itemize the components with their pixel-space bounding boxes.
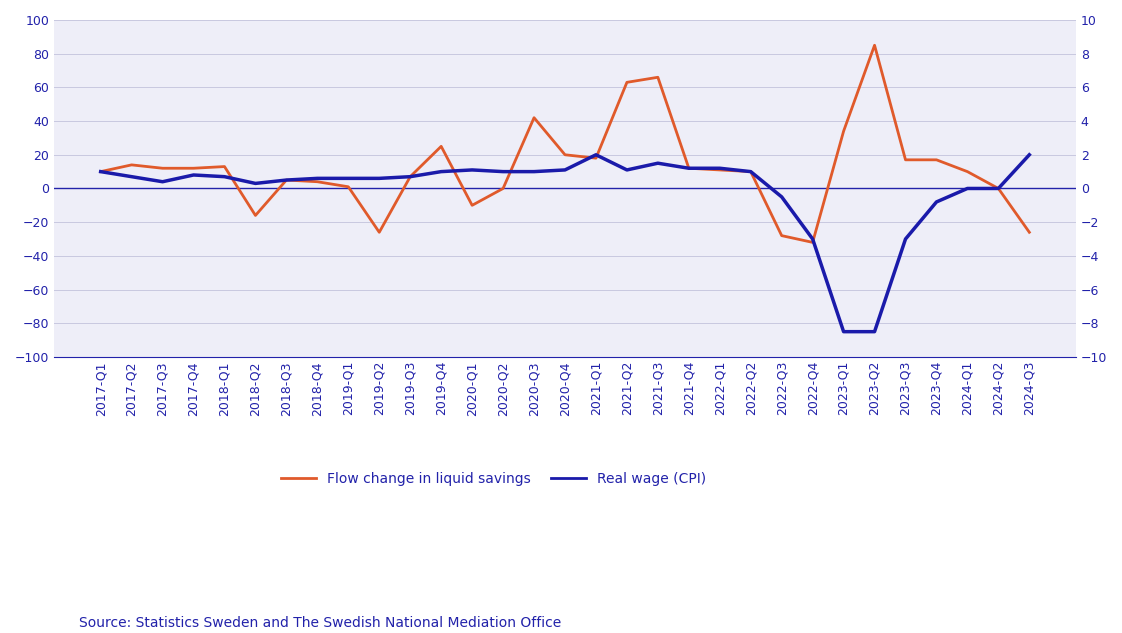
- Flow change in liquid savings: [341, 183, 355, 191]
- Flow change in liquid savings: [682, 165, 696, 172]
- Real wage (CPI): [837, 328, 850, 335]
- Real wage (CPI): [867, 328, 881, 335]
- Flow change in liquid savings: [714, 166, 727, 173]
- Flow change in liquid savings: [806, 239, 819, 246]
- Flow change in liquid savings: [744, 168, 757, 175]
- Flow change in liquid savings: [930, 156, 944, 163]
- Real wage (CPI): [527, 168, 541, 175]
- Real wage (CPI): [589, 151, 603, 159]
- Flow change in liquid savings: [651, 73, 664, 81]
- Real wage (CPI): [156, 178, 169, 185]
- Real wage (CPI): [125, 173, 138, 180]
- Real wage (CPI): [218, 173, 231, 180]
- Real wage (CPI): [404, 173, 417, 180]
- Real wage (CPI): [1022, 151, 1036, 159]
- Text: Source: Statistics Sweden and The Swedish National Mediation Office: Source: Statistics Sweden and The Swedis…: [79, 616, 561, 630]
- Real wage (CPI): [496, 168, 509, 175]
- Flow change in liquid savings: [404, 173, 417, 180]
- Flow change in liquid savings: [775, 232, 789, 239]
- Flow change in liquid savings: [837, 127, 850, 135]
- Flow change in liquid savings: [589, 154, 603, 162]
- Legend: Flow change in liquid savings, Real wage (CPI): Flow change in liquid savings, Real wage…: [275, 467, 711, 491]
- Flow change in liquid savings: [94, 168, 108, 175]
- Real wage (CPI): [744, 168, 757, 175]
- Real wage (CPI): [373, 175, 386, 182]
- Flow change in liquid savings: [434, 142, 448, 150]
- Flow change in liquid savings: [373, 229, 386, 236]
- Flow change in liquid savings: [559, 151, 572, 159]
- Real wage (CPI): [186, 171, 200, 179]
- Real wage (CPI): [682, 165, 696, 172]
- Real wage (CPI): [94, 168, 108, 175]
- Flow change in liquid savings: [186, 165, 200, 172]
- Flow change in liquid savings: [867, 42, 881, 49]
- Real wage (CPI): [775, 193, 789, 201]
- Flow change in liquid savings: [960, 168, 974, 175]
- Real wage (CPI): [960, 185, 974, 192]
- Flow change in liquid savings: [125, 161, 138, 168]
- Flow change in liquid savings: [218, 163, 231, 170]
- Flow change in liquid savings: [249, 211, 263, 219]
- Real wage (CPI): [249, 180, 263, 187]
- Flow change in liquid savings: [496, 185, 509, 192]
- Flow change in liquid savings: [899, 156, 912, 163]
- Real wage (CPI): [279, 176, 293, 184]
- Flow change in liquid savings: [279, 176, 293, 184]
- Line: Flow change in liquid savings: Flow change in liquid savings: [101, 46, 1029, 242]
- Real wage (CPI): [341, 175, 355, 182]
- Real wage (CPI): [899, 235, 912, 243]
- Real wage (CPI): [620, 166, 634, 173]
- Real wage (CPI): [714, 165, 727, 172]
- Flow change in liquid savings: [311, 178, 324, 185]
- Real wage (CPI): [434, 168, 448, 175]
- Real wage (CPI): [806, 235, 819, 243]
- Real wage (CPI): [559, 166, 572, 173]
- Flow change in liquid savings: [466, 201, 479, 209]
- Flow change in liquid savings: [620, 78, 634, 86]
- Real wage (CPI): [311, 175, 324, 182]
- Real wage (CPI): [651, 160, 664, 167]
- Real wage (CPI): [930, 198, 944, 206]
- Flow change in liquid savings: [527, 114, 541, 122]
- Real wage (CPI): [466, 166, 479, 173]
- Flow change in liquid savings: [1022, 229, 1036, 236]
- Flow change in liquid savings: [156, 165, 169, 172]
- Line: Real wage (CPI): Real wage (CPI): [101, 155, 1029, 332]
- Real wage (CPI): [992, 185, 1005, 192]
- Flow change in liquid savings: [992, 185, 1005, 192]
